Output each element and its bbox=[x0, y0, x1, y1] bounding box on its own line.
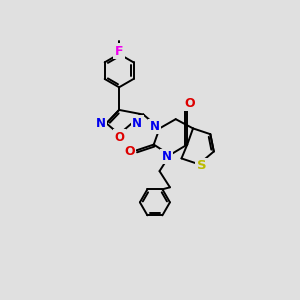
Text: S: S bbox=[197, 159, 207, 172]
Text: O: O bbox=[114, 131, 124, 144]
Text: O: O bbox=[124, 145, 135, 158]
Text: N: N bbox=[96, 117, 106, 130]
Text: N: N bbox=[132, 117, 142, 130]
Text: O: O bbox=[184, 97, 195, 110]
Text: F: F bbox=[115, 44, 123, 58]
Text: N: N bbox=[150, 120, 160, 133]
Text: N: N bbox=[161, 150, 172, 163]
